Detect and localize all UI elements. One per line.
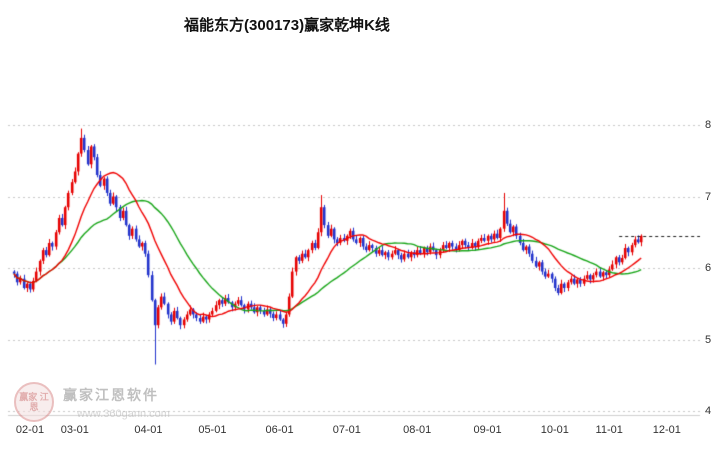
x-axis-label: 12-01: [652, 424, 681, 436]
watermark: 赢家 江恩 赢家江恩软件 www.360gann.com: [14, 382, 170, 422]
x-axis-label: 04-01: [134, 424, 163, 436]
x-axis-label: 09-01: [473, 424, 502, 436]
y-axis-label: 6: [705, 262, 712, 274]
y-axis-label: 4: [705, 405, 712, 417]
x-axis-label: 05-01: [198, 424, 227, 436]
x-axis-label: 07-01: [332, 424, 361, 436]
x-axis-label: 10-01: [540, 424, 569, 436]
y-axis-label: 5: [705, 333, 712, 346]
y-axis-label: 8: [705, 119, 712, 131]
page-title: 福能东方(300173)赢家乾坤K线: [184, 17, 390, 34]
watermark-text: 赢家江恩软件 www.360gann.com: [63, 385, 170, 420]
watermark-url: www.360gann.com: [77, 407, 170, 420]
y-axis-label: 7: [705, 190, 712, 203]
x-axis-label: 06-01: [265, 424, 294, 436]
x-axis-label: 08-01: [403, 424, 432, 436]
x-axis-label: 02-01: [15, 424, 45, 436]
x-axis-label: 11-01: [595, 424, 623, 436]
watermark-brand: 赢家江恩软件: [63, 386, 159, 403]
x-axis-label: 03-01: [60, 424, 89, 436]
brand-logo-icon: 赢家 江恩: [14, 382, 54, 422]
